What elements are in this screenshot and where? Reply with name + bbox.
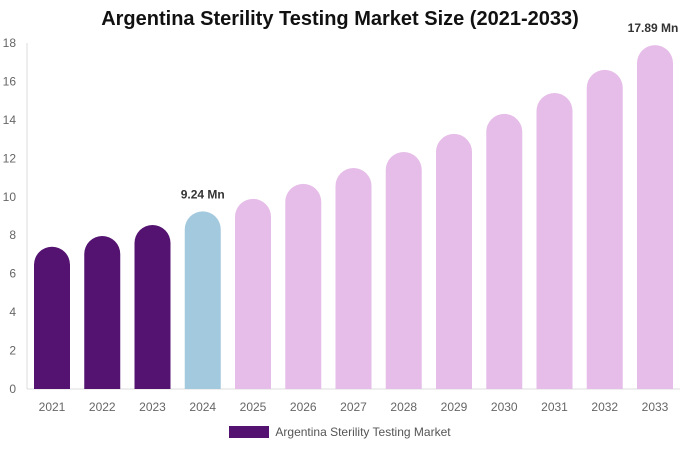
x-tick-label: 2025 bbox=[240, 400, 267, 414]
bar-2029 bbox=[436, 133, 472, 389]
bar-2031 bbox=[536, 92, 573, 389]
x-tick-label: 2023 bbox=[139, 400, 166, 414]
x-tick-label: 2022 bbox=[89, 400, 116, 414]
bar-2021 bbox=[34, 246, 70, 389]
bar-2022 bbox=[84, 235, 121, 389]
x-tick-label: 2028 bbox=[390, 400, 417, 414]
x-tick-label: 2024 bbox=[189, 400, 216, 414]
legend: Argentina Sterility Testing Market bbox=[0, 425, 680, 439]
legend-label: Argentina Sterility Testing Market bbox=[275, 425, 451, 439]
y-tick-label: 14 bbox=[3, 113, 17, 127]
bar-2030 bbox=[486, 113, 523, 389]
legend-swatch bbox=[229, 426, 270, 438]
bar-2026 bbox=[285, 183, 322, 389]
data-label: 17.89 Mn bbox=[628, 21, 679, 35]
y-tick-label: 8 bbox=[9, 228, 16, 242]
bar-2033 bbox=[637, 45, 673, 390]
bar-2025 bbox=[235, 198, 271, 389]
bar-2032 bbox=[586, 69, 623, 390]
bar-2027 bbox=[335, 167, 372, 389]
y-tick-label: 18 bbox=[3, 36, 17, 50]
x-tick-label: 2032 bbox=[591, 400, 618, 414]
y-tick-label: 4 bbox=[9, 305, 16, 319]
x-tick-label: 2029 bbox=[441, 400, 468, 414]
data-label: 9.24 Mn bbox=[181, 187, 225, 201]
bar-2028 bbox=[385, 151, 422, 389]
y-tick-label: 10 bbox=[3, 190, 17, 204]
bar-2024 bbox=[184, 211, 221, 389]
y-tick-label: 16 bbox=[3, 74, 17, 88]
y-tick-label: 2 bbox=[9, 344, 16, 358]
chart-title: Argentina Sterility Testing Market Size … bbox=[101, 8, 579, 30]
x-tick-label: 2026 bbox=[290, 400, 317, 414]
x-tick-label: 2027 bbox=[340, 400, 367, 414]
x-tick-label: 2030 bbox=[491, 400, 518, 414]
x-tick-label: 2021 bbox=[39, 400, 66, 414]
x-tick-label: 2031 bbox=[541, 400, 568, 414]
x-tick-label: 2033 bbox=[642, 400, 669, 414]
y-tick-label: 12 bbox=[3, 151, 17, 165]
bar-2023 bbox=[134, 225, 171, 389]
y-tick-label: 6 bbox=[9, 267, 16, 281]
y-tick-label: 0 bbox=[9, 382, 16, 396]
